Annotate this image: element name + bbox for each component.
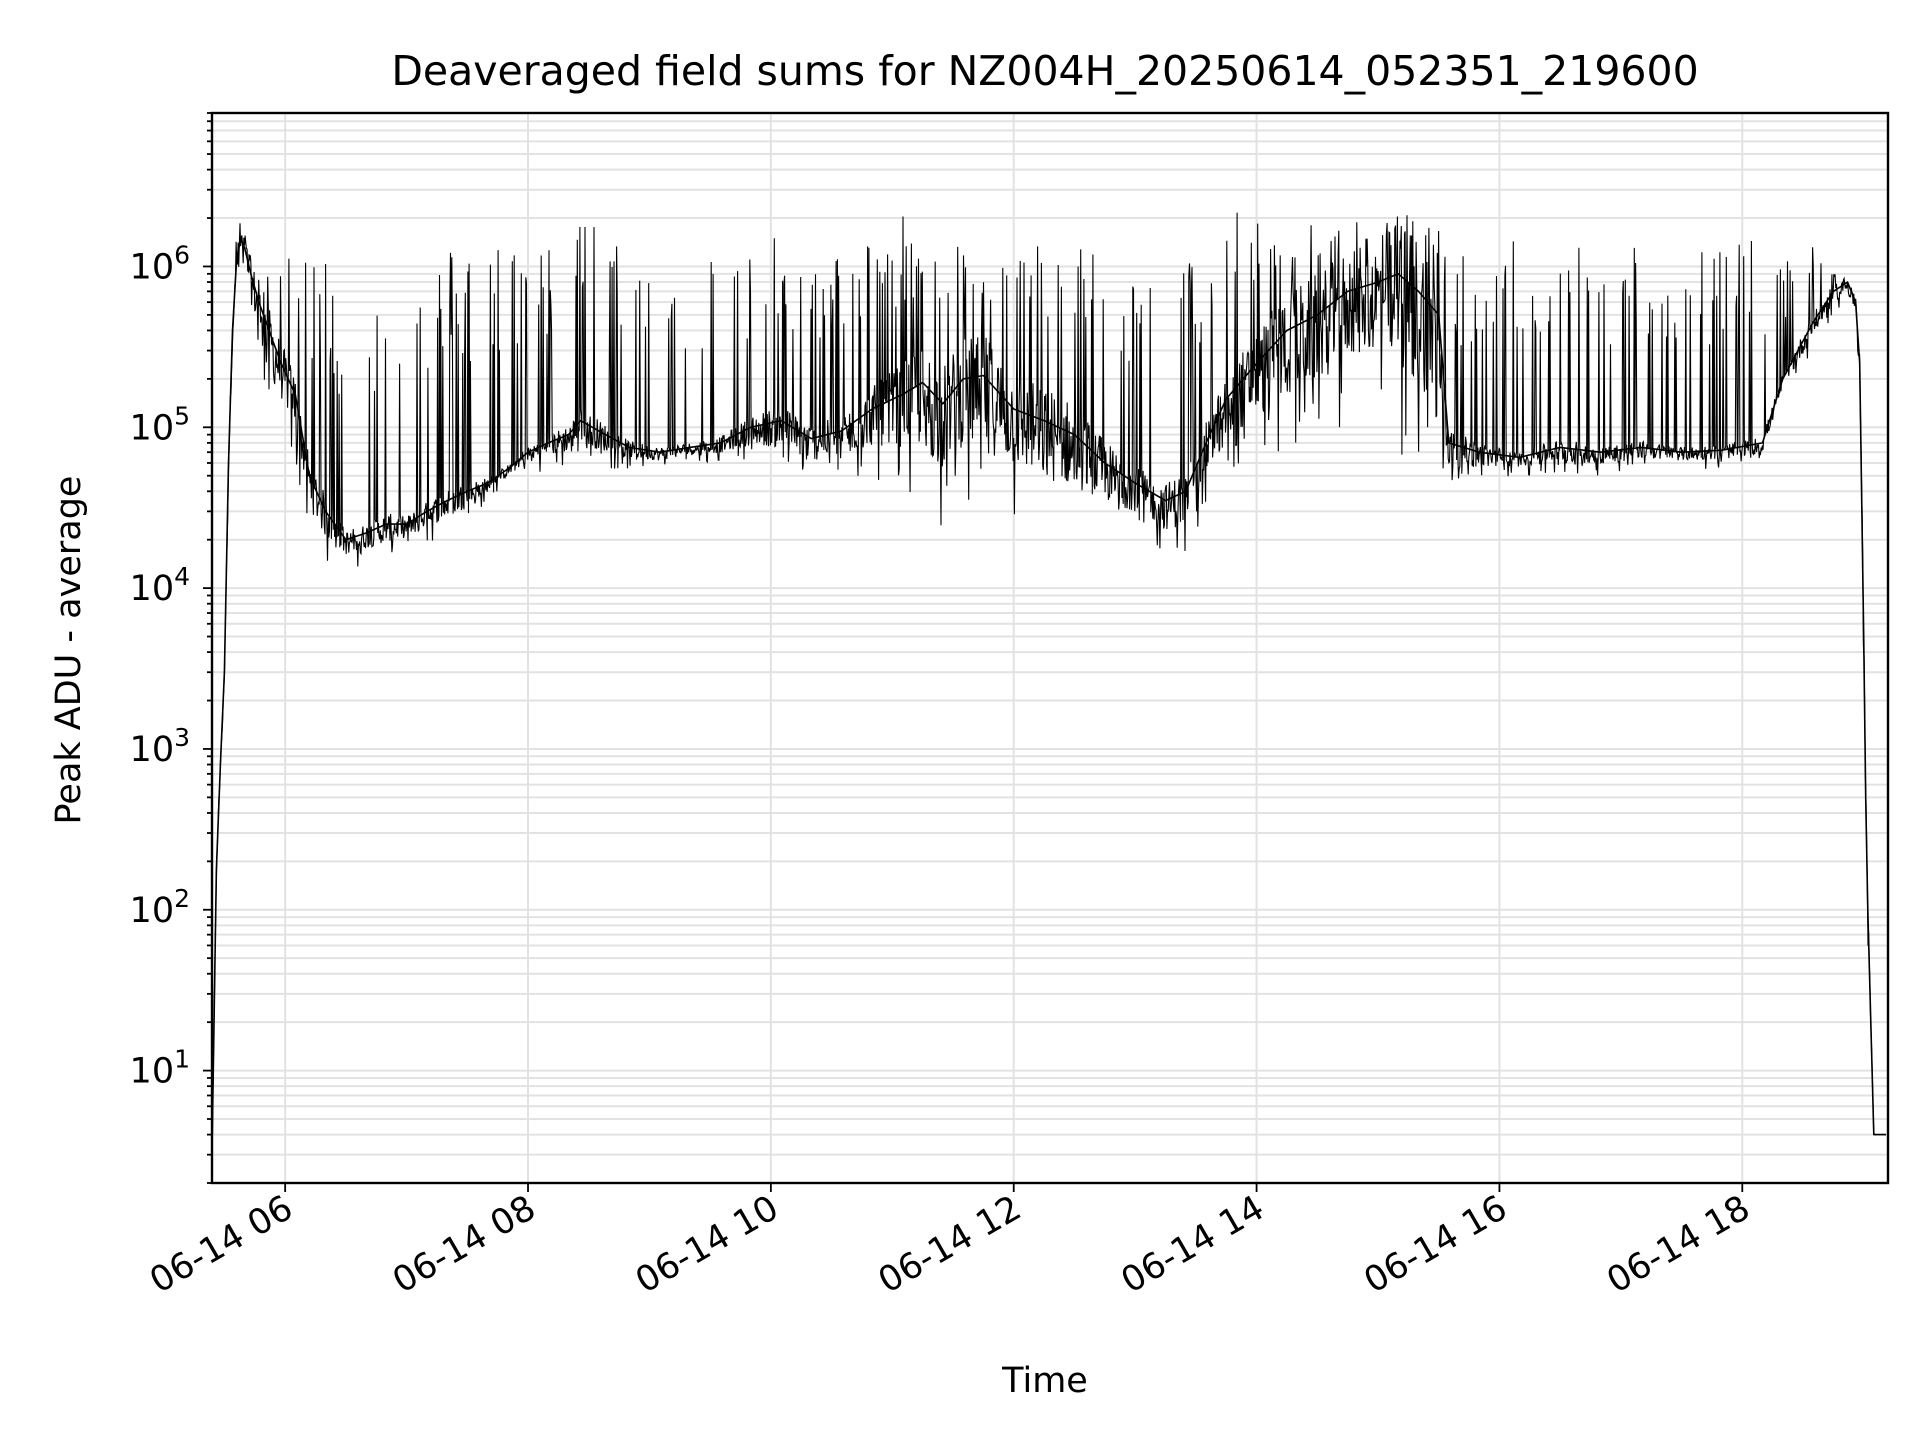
- axis-ticks: [203, 112, 1744, 1192]
- y-tick-label: 103: [130, 723, 190, 770]
- grid: [212, 112, 1888, 1184]
- y-tick-label: 101: [130, 1045, 190, 1092]
- plot-frame: [210, 111, 1890, 1185]
- y-tick-label: 105: [130, 401, 190, 448]
- series-noise: [211, 212, 1886, 1136]
- y-axis-label: Peak ADU - average: [49, 476, 89, 825]
- y-tick-labels: 101 102 103 104 105 106: [130, 240, 190, 1091]
- series-line: [211, 237, 1886, 1136]
- y-tick-label: 106: [130, 240, 190, 287]
- x-axis-label: Time: [1001, 1361, 1088, 1401]
- y-tick-label: 102: [130, 884, 190, 931]
- chart-title: Deaveraged field sums for NZ004H_2025061…: [391, 47, 1698, 95]
- series-noise-path: [211, 212, 1886, 1136]
- y-tick-label: 104: [130, 562, 190, 609]
